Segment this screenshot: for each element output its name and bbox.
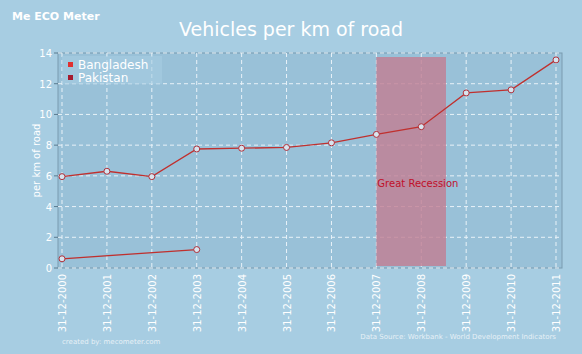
- tick: [54, 268, 58, 269]
- grid-line: [58, 53, 562, 54]
- source: Data Source: Workbank - World Developmen…: [360, 333, 556, 341]
- tick: [54, 53, 58, 54]
- tick-label: 31-12-2000: [57, 274, 68, 332]
- tick-label: 31-12-2005: [282, 274, 293, 332]
- grid-line: [196, 53, 197, 268]
- tick-label: 31-12-2003: [192, 274, 203, 332]
- grid-line: [58, 237, 562, 238]
- annotation: Great Recession: [377, 178, 458, 189]
- tick-label: 31-12-2011: [551, 274, 562, 332]
- grid-line: [58, 206, 562, 207]
- marker: [284, 144, 290, 150]
- grid-line: [58, 114, 562, 115]
- marker: [508, 87, 514, 93]
- tick-label: 12: [39, 79, 52, 90]
- axis-label: per km of road: [31, 124, 42, 198]
- marker: [553, 57, 559, 63]
- legend-label: Bangladesh: [78, 58, 148, 72]
- background: [0, 0, 582, 354]
- tick-label: 0: [46, 263, 52, 274]
- plot-area: [58, 53, 562, 268]
- legend-box: [62, 56, 162, 84]
- marker: [463, 90, 469, 96]
- marker: [149, 174, 155, 180]
- marker: [194, 247, 200, 253]
- tick-label: 31-12-2004: [237, 274, 248, 332]
- grid-line: [556, 53, 557, 268]
- tick: [54, 83, 58, 84]
- tick: [54, 145, 58, 146]
- grid-line: [331, 53, 332, 268]
- tick-label: 31-12-2007: [371, 274, 382, 332]
- grid-line: [511, 53, 512, 268]
- grid-line: [58, 268, 562, 269]
- marker: [373, 131, 379, 137]
- tick: [54, 175, 58, 176]
- data-group: [59, 57, 559, 262]
- chart: Me ECO Meter Vehicles per km of road 0 2 4 6 8…: [0, 0, 582, 354]
- tick: [54, 206, 58, 207]
- tick-label: 8: [46, 140, 52, 151]
- marker: [194, 146, 200, 152]
- tick-label: 31-12-2001: [102, 274, 113, 332]
- marker: [239, 145, 245, 151]
- grid-line: [241, 53, 242, 268]
- grid-line: [151, 53, 152, 268]
- legend-label: Pakistan: [78, 71, 128, 85]
- marker: [328, 140, 334, 146]
- tick-label: 14: [39, 48, 52, 59]
- marker: [59, 256, 65, 262]
- band: [376, 57, 446, 266]
- tick-label: 6: [46, 171, 52, 182]
- tick-label: 31-12-2002: [147, 274, 158, 332]
- series-line: [62, 250, 197, 259]
- tick-label: 31-12-2010: [506, 274, 517, 332]
- grid-line: [58, 175, 562, 176]
- tick: [54, 114, 58, 115]
- tick-label: 31-12-2006: [326, 274, 337, 332]
- legend-swatch: [68, 62, 73, 67]
- grid-line: [466, 53, 467, 268]
- logo: Me ECO Meter: [12, 10, 100, 23]
- legend: BangladeshPakistan: [62, 56, 162, 85]
- grid-line: [286, 53, 287, 268]
- legend-swatch: [68, 75, 73, 80]
- title: Vehicles per km of road: [179, 18, 403, 40]
- tick: [54, 237, 58, 238]
- grid-line: [62, 53, 63, 268]
- marker: [104, 168, 110, 174]
- tick-label: 31-12-2009: [461, 274, 472, 332]
- tick-label: 31-12-2008: [416, 274, 427, 332]
- tick-label: 2: [46, 232, 52, 243]
- marker: [59, 174, 65, 180]
- credit: created by: mecometer.com: [62, 338, 161, 346]
- marker: [418, 124, 424, 130]
- grid-line: [106, 53, 107, 268]
- tick-label: 4: [46, 202, 52, 213]
- tick-label: 10: [39, 109, 52, 120]
